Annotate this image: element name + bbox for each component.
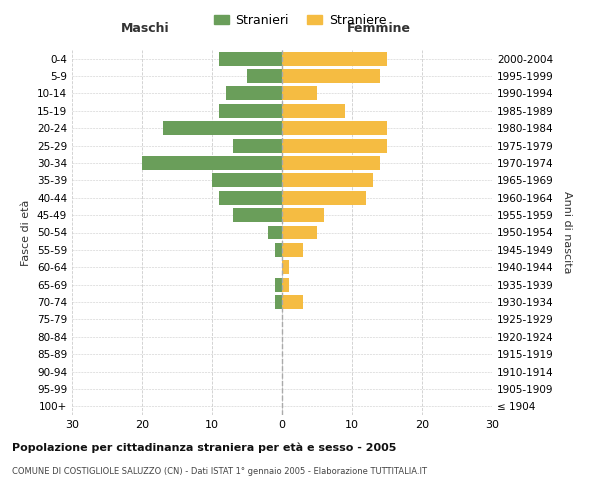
Bar	[275, 295, 282, 309]
Bar	[282, 156, 380, 170]
Bar	[282, 138, 387, 152]
Bar	[219, 191, 282, 204]
Bar	[282, 278, 289, 291]
Bar	[282, 226, 317, 239]
Bar	[282, 174, 373, 188]
Text: COMUNE DI COSTIGLIOLE SALUZZO (CN) - Dati ISTAT 1° gennaio 2005 - Elaborazione T: COMUNE DI COSTIGLIOLE SALUZZO (CN) - Dat…	[12, 468, 427, 476]
Bar	[233, 138, 282, 152]
Bar	[282, 52, 387, 66]
Bar	[247, 69, 282, 83]
Bar	[282, 260, 289, 274]
Bar	[282, 295, 303, 309]
Bar	[142, 156, 282, 170]
Bar	[282, 104, 345, 118]
Bar	[219, 104, 282, 118]
Bar	[212, 174, 282, 188]
Bar	[282, 122, 387, 135]
Legend: Stranieri, Straniere: Stranieri, Straniere	[209, 8, 391, 32]
Y-axis label: Fasce di età: Fasce di età	[22, 200, 31, 266]
Bar	[282, 69, 380, 83]
Text: Popolazione per cittadinanza straniera per età e sesso - 2005: Popolazione per cittadinanza straniera p…	[12, 442, 397, 453]
Bar	[219, 52, 282, 66]
Bar	[233, 208, 282, 222]
Bar	[282, 208, 324, 222]
Bar	[268, 226, 282, 239]
Bar	[163, 122, 282, 135]
Bar	[275, 278, 282, 291]
Bar	[282, 191, 366, 204]
Bar	[275, 243, 282, 257]
Text: Maschi: Maschi	[121, 22, 170, 36]
Bar	[282, 86, 317, 101]
Bar	[282, 243, 303, 257]
Text: Femmine: Femmine	[347, 22, 410, 36]
Bar	[226, 86, 282, 101]
Y-axis label: Anni di nascita: Anni di nascita	[562, 191, 572, 274]
